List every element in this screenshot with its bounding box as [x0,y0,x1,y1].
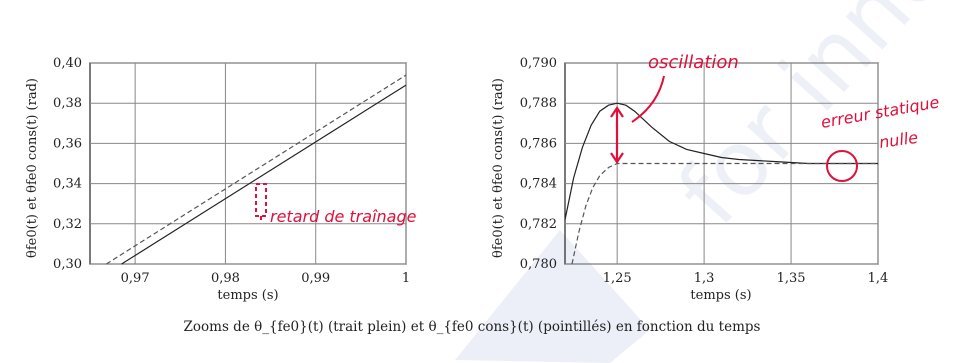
chart-left: 0,30 0,32 0,34 0,36 0,38 0,40 0,97 0,98 0,99 1 t… [25,56,417,303]
left-y-axis-label: θfe0(t) et θfe0 cons(t) (rad) [25,78,40,258]
static-error-circle [826,150,858,182]
right-y-tick-label: 0,786 [520,136,557,151]
right-x-tick-label: 1,35 [777,271,806,286]
right-x-ticks: 1,25 1,3 1,35 1,4 [603,271,889,286]
right-x-tick-label: 1,25 [603,271,632,286]
left-series [105,74,407,265]
right-series-dashed-line [571,162,878,265]
watermark-shape [455,230,650,363]
right-y-tick-label: 0,782 [520,217,557,232]
annotation-retard-de-trainage: retard de traînage [270,207,417,226]
right-y-axis-label: θfe0(t) et θfe0 cons(t) (rad) [491,78,506,258]
left-y-ticks: 0,30 0,32 0,34 0,36 0,38 0,40 [53,56,82,272]
right-y-tick-label: 0,788 [520,96,557,111]
annotation-nulle: nulle [878,128,919,152]
left-y-tick-label: 0,38 [53,96,82,111]
left-x-ticks: 0,97 0,98 0,99 1 [121,271,410,286]
left-plot-frame [89,62,407,265]
oscillation-double-arrow [610,106,624,164]
right-series [564,102,878,265]
left-y-tick-label: 0,32 [53,217,82,232]
left-x-tick-label: 0,98 [211,271,240,286]
left-y-tick-label: 0,36 [53,136,82,151]
left-x-axis-label: temps (s) [217,288,278,303]
left-y-tick-label: 0,40 [53,56,82,71]
right-y-tick-label: 0,790 [520,56,557,71]
left-series-solid-line [121,84,407,265]
figure-caption: Zooms de θ_{fe0}(t) (trait plein) et θ_{… [184,319,761,335]
right-x-tick-label: 1,4 [868,271,889,286]
left-series-dashed-line [105,74,407,265]
left-y-tick-label: 0,34 [53,177,82,192]
left-grid [90,62,407,265]
left-x-tick-label: 1 [402,271,410,286]
left-x-tick-label: 0,99 [301,271,330,286]
left-x-tick-label: 0,97 [121,271,150,286]
tracking-lag-marker [255,183,267,220]
left-y-tick-label: 0,30 [53,257,82,272]
right-series-solid-line [564,102,878,220]
watermark-text: for inno [658,0,955,245]
annotation-oscillation: oscillation [648,52,739,73]
oscillation-arrow [631,75,665,123]
right-y-tick-label: 0,780 [520,257,557,272]
right-x-tick-label: 1,3 [694,271,715,286]
right-x-axis-label: temps (s) [690,288,751,303]
right-y-tick-label: 0,784 [520,177,557,192]
right-y-ticks: 0,780 0,782 0,784 0,786 0,788 0,790 [520,56,557,272]
